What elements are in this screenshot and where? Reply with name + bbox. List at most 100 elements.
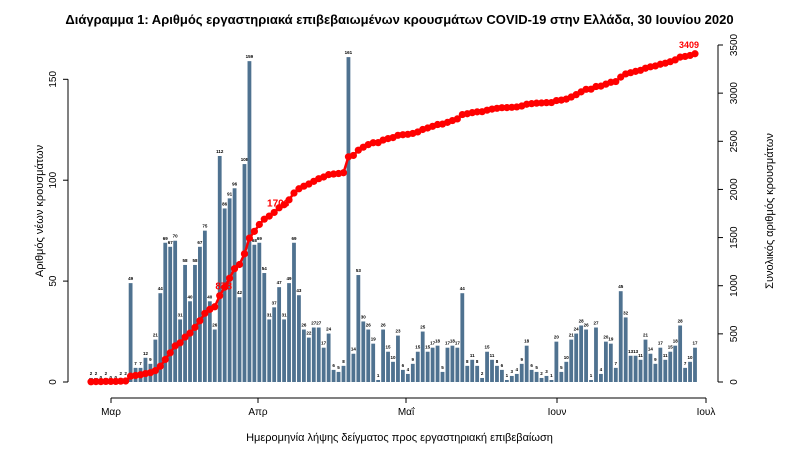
bar-label: 67 bbox=[197, 240, 203, 245]
bar-label: 9 bbox=[412, 357, 415, 362]
bar-label: 0 bbox=[114, 375, 117, 380]
cumulative-point bbox=[290, 189, 298, 197]
bar-label: 11 bbox=[638, 353, 643, 358]
bar bbox=[316, 327, 321, 382]
y2-tick-label: 1500 bbox=[729, 226, 740, 249]
cumulative-point bbox=[211, 303, 219, 311]
bar-label: 17 bbox=[321, 341, 327, 346]
bar bbox=[500, 369, 504, 382]
cumulative-point bbox=[230, 265, 239, 273]
bar bbox=[544, 375, 549, 382]
bar-label: 27 bbox=[316, 321, 322, 326]
bar bbox=[193, 264, 197, 382]
bar bbox=[628, 355, 633, 382]
y2-tick-label: 2000 bbox=[729, 178, 740, 201]
bar bbox=[663, 359, 668, 382]
y2-tick-label: 500 bbox=[729, 325, 740, 342]
bar-label: 58 bbox=[183, 258, 189, 263]
bar-label: 40 bbox=[207, 294, 213, 299]
cumulative-point bbox=[156, 362, 164, 370]
bar-label: 5 bbox=[535, 365, 538, 370]
bar bbox=[579, 325, 584, 382]
bar-label: 10 bbox=[688, 355, 694, 360]
bar-label: 24 bbox=[574, 327, 580, 332]
bar-label: 7 bbox=[615, 361, 618, 366]
bar bbox=[683, 367, 687, 382]
bar-label: 21 bbox=[153, 333, 159, 338]
bar bbox=[455, 347, 460, 382]
y2-tick-label: 3500 bbox=[729, 33, 740, 56]
cumulative-point bbox=[691, 50, 699, 58]
bar-label: 91 bbox=[227, 191, 233, 196]
bar-label: 18 bbox=[673, 339, 679, 344]
bar-label: 3 bbox=[545, 369, 548, 374]
bar bbox=[178, 319, 183, 382]
bar-label: 17 bbox=[430, 341, 436, 346]
bar-label: 20 bbox=[554, 335, 560, 340]
cumulative-point bbox=[221, 283, 229, 291]
bar bbox=[321, 347, 326, 382]
bar-label: 49 bbox=[128, 276, 134, 281]
cumulative-label: 878 bbox=[215, 282, 232, 293]
bar bbox=[470, 359, 475, 382]
bar-label: 108 bbox=[241, 157, 249, 162]
bar-label: 1 bbox=[550, 373, 553, 378]
cumulative-point bbox=[339, 169, 348, 177]
bar bbox=[534, 371, 539, 382]
chart-title: Διάγραμμα 1: Αριθμός εργαστηριακά επιβεβ… bbox=[65, 12, 734, 27]
x-tick-label: Μαΐ bbox=[398, 406, 415, 418]
bar bbox=[509, 375, 514, 382]
bar bbox=[599, 373, 603, 382]
bar-label: 15 bbox=[668, 345, 674, 350]
cumulative-point bbox=[255, 220, 263, 229]
cumulative-point bbox=[250, 227, 258, 235]
bar-label: 19 bbox=[371, 337, 377, 342]
bar-label: 23 bbox=[395, 329, 401, 334]
bar bbox=[361, 321, 366, 382]
cumulative-point bbox=[265, 212, 273, 220]
bar-label: 27 bbox=[593, 321, 599, 326]
cumulative-point bbox=[285, 196, 293, 204]
bar-label: 12 bbox=[143, 351, 149, 356]
bar-label: 69 bbox=[163, 236, 169, 241]
bar bbox=[297, 295, 301, 382]
cumulative-point bbox=[196, 317, 204, 325]
bar-label: 24 bbox=[326, 327, 332, 332]
cumulative-point bbox=[176, 339, 184, 347]
bar-label: 45 bbox=[618, 284, 624, 289]
bar bbox=[569, 339, 574, 382]
bar bbox=[440, 371, 445, 382]
bar-label: 0 bbox=[100, 375, 103, 380]
bar bbox=[183, 264, 187, 382]
y2-tick-label: 1000 bbox=[729, 274, 740, 297]
bar bbox=[292, 242, 296, 382]
bar bbox=[217, 155, 222, 382]
bar-label: 67 bbox=[168, 240, 174, 245]
bar-label: 6 bbox=[332, 363, 335, 368]
bar-label: 20 bbox=[603, 335, 609, 340]
cumulative-point bbox=[181, 333, 189, 341]
bar bbox=[574, 333, 579, 382]
bar bbox=[341, 365, 346, 382]
bar-label: 8 bbox=[496, 359, 499, 364]
bar bbox=[549, 379, 554, 382]
bar-label: 86 bbox=[222, 201, 228, 206]
bar-label: 7 bbox=[684, 361, 687, 366]
cumulative-point bbox=[349, 151, 357, 160]
bar-label: 42 bbox=[237, 290, 243, 295]
bar bbox=[460, 293, 465, 382]
bar bbox=[673, 345, 678, 382]
bar-label: 32 bbox=[623, 310, 629, 315]
bar-label: 28 bbox=[678, 318, 684, 323]
bar-label: 70 bbox=[173, 234, 179, 239]
bar bbox=[381, 329, 385, 382]
bar bbox=[623, 317, 628, 382]
bar bbox=[410, 363, 415, 382]
bar-label: 2 bbox=[481, 371, 484, 376]
bar bbox=[504, 379, 509, 382]
bar bbox=[163, 242, 168, 382]
cumulative-point bbox=[161, 355, 169, 364]
bar-label: 14 bbox=[351, 347, 357, 352]
bar-label: 25 bbox=[420, 325, 426, 330]
bar-label: 26 bbox=[301, 323, 307, 328]
